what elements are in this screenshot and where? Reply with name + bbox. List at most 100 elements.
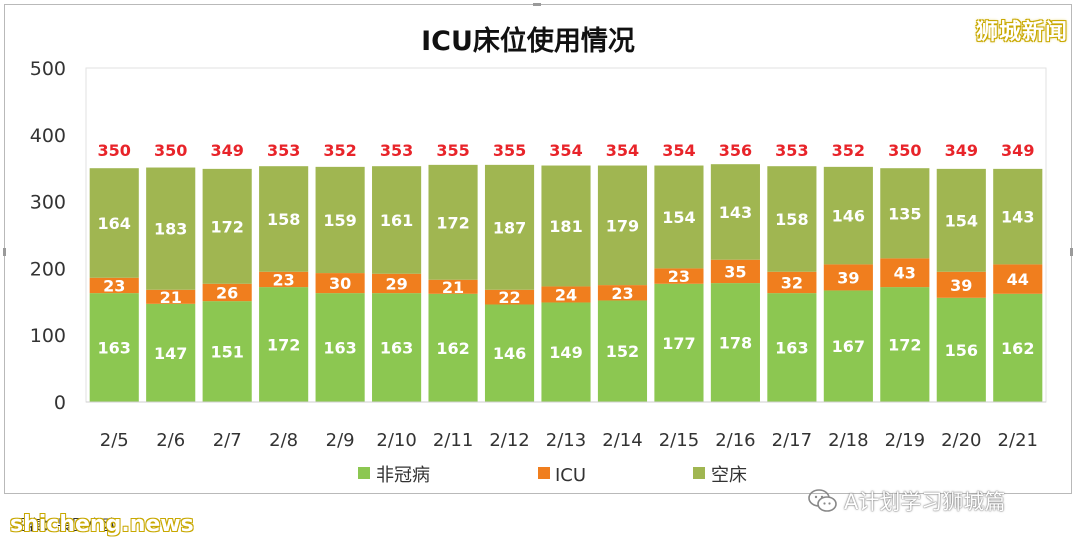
data-label-empty: 143 [1001, 208, 1034, 227]
bar-segment-icu [372, 273, 422, 294]
bar-segment-non-covid [654, 283, 704, 402]
bar-segment-icu [146, 289, 196, 304]
bar-segment-empty [259, 166, 309, 272]
bar-segment-empty [484, 164, 535, 290]
bar-segment-non-covid [767, 293, 817, 402]
bar-segment-empty [315, 166, 365, 274]
legend-swatch-empty [693, 467, 705, 479]
bar-segment-empty [936, 168, 986, 272]
data-label-icu: 32 [781, 273, 803, 292]
data-label-icu: 22 [498, 288, 520, 307]
wechat-account-name: A计划学习狮城篇 [844, 490, 1006, 514]
total-label: 349 [945, 141, 978, 160]
y-tick-label: 500 [30, 58, 66, 80]
data-label-empty: 135 [888, 204, 921, 223]
chart-title: ICU床位使用情况 [421, 25, 635, 57]
bar-segment-empty [597, 165, 648, 286]
bar-segment-empty [89, 168, 139, 278]
total-label: 355 [493, 141, 526, 160]
bar-segment-empty [767, 166, 817, 272]
total-label: 349 [1001, 141, 1034, 160]
data-label-icu: 23 [611, 284, 633, 303]
y-axis: 0 100 200 300 400 500 [30, 58, 66, 414]
bar-segment-icu [541, 286, 591, 303]
bar-segment-non-covid [202, 301, 252, 402]
total-label: 353 [267, 141, 300, 160]
data-label-non-covid: 167 [832, 337, 865, 356]
legend-label-empty: 空床 [711, 465, 747, 486]
bar-segment-icu [428, 279, 478, 294]
data-label-icu: 44 [1007, 270, 1029, 289]
data-label-icu: 26 [216, 283, 238, 302]
wechat-watermark: A计划学习狮城篇 [808, 486, 1005, 516]
bar-segment-empty [710, 164, 760, 260]
x-axis: 2/5 2/6 2/7 2/8 2/9 2/10 2/11 2/12 2/13 2/14 2/15 2… [86, 401, 1046, 451]
data-label-icu: 23 [273, 270, 295, 289]
total-label: 353 [775, 141, 808, 160]
x-tick-label: 2/6 [156, 430, 185, 451]
data-label-icu: 23 [668, 267, 690, 286]
resize-handle-left[interactable] [3, 248, 6, 256]
data-label-empty: 161 [380, 211, 413, 230]
total-label: 355 [436, 141, 469, 160]
data-label-empty: 143 [719, 203, 752, 222]
data-label-non-covid: 162 [1001, 339, 1034, 358]
data-label-non-covid: 162 [436, 339, 469, 358]
data-label-non-covid: 163 [380, 339, 413, 358]
site-watermark: shicheng.news [10, 512, 194, 537]
data-label-non-covid: 177 [662, 334, 695, 353]
bar-segment-icu [880, 258, 930, 288]
data-label-empty: 158 [267, 210, 300, 229]
bar-segment-non-covid [993, 293, 1043, 402]
bar-segment-non-covid [597, 300, 648, 402]
x-tick-label: 2/21 [998, 430, 1038, 451]
bar-segment-empty [880, 168, 930, 259]
bar-segment-empty [146, 167, 196, 290]
bar-segment-empty [823, 166, 873, 265]
bar-segment-empty [202, 168, 252, 284]
bar-segment-icu [259, 271, 309, 288]
bar-segment-non-covid [880, 287, 930, 402]
data-label-non-covid: 156 [945, 341, 978, 360]
total-label: 350 [154, 141, 187, 160]
y-tick-label: 100 [30, 325, 66, 347]
data-label-empty: 179 [606, 216, 639, 235]
bar-segment-icu [936, 271, 986, 298]
bar-segment-empty [541, 165, 591, 287]
data-label-empty: 187 [493, 218, 526, 237]
data-label-icu: 21 [160, 288, 182, 307]
brand-watermark: 狮城新闻 [975, 20, 1068, 45]
y-tick-label: 300 [30, 192, 66, 214]
source-caption: 图表：畏国小欧 [12, 516, 118, 534]
bar-segment-non-covid [146, 303, 196, 402]
legend-swatch-non-covid [358, 467, 370, 479]
data-label-non-covid: 152 [606, 342, 639, 361]
bar-segment-icu [89, 277, 139, 294]
y-tick-label: 400 [30, 125, 66, 147]
bar-segment-empty [372, 166, 422, 274]
bar-segment-icu [597, 285, 648, 301]
data-label-non-covid: 146 [493, 344, 526, 363]
x-tick-label: 2/12 [489, 430, 529, 451]
data-label-icu: 30 [329, 274, 351, 293]
x-tick-label: 2/17 [772, 430, 812, 451]
resize-handle-right[interactable] [1070, 248, 1073, 256]
x-tick-label: 2/11 [433, 430, 473, 451]
data-label-icu: 21 [442, 278, 464, 297]
bar-segment-icu [202, 283, 252, 302]
data-label-empty: 172 [436, 213, 469, 232]
chart-frame [3, 3, 1073, 494]
resize-handle-top[interactable] [533, 3, 541, 6]
total-label: 353 [380, 141, 413, 160]
x-tick-label: 2/9 [326, 430, 355, 451]
bar-segment-icu [654, 268, 704, 284]
total-label: 356 [719, 141, 752, 160]
data-label-icu: 35 [724, 262, 746, 281]
data-label-icu: 39 [950, 276, 972, 295]
total-label: 352 [832, 141, 865, 160]
data-label-empty: 159 [323, 211, 356, 230]
bar-segment-empty [993, 168, 1043, 265]
data-label-non-covid: 163 [323, 339, 356, 358]
data-label-icu: 29 [385, 274, 407, 293]
